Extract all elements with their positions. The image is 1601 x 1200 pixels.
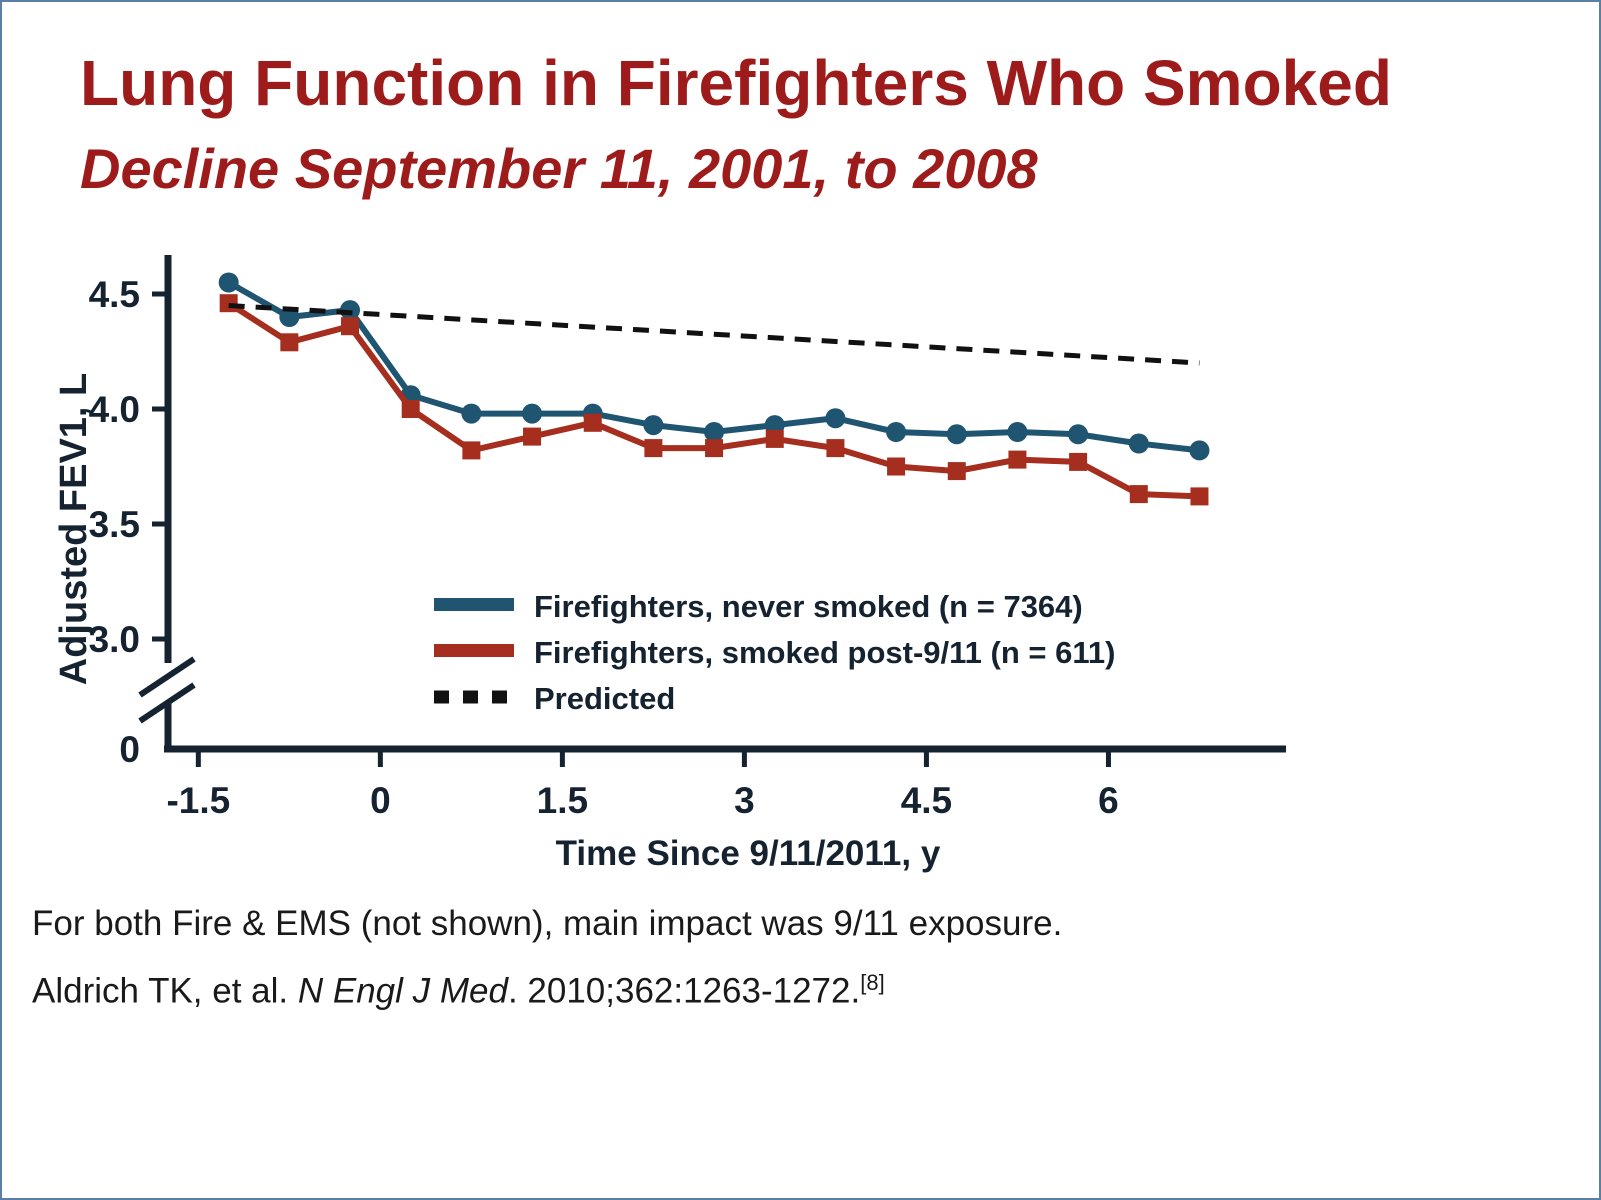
- svg-text:0: 0: [370, 780, 391, 821]
- svg-text:4.5: 4.5: [89, 274, 140, 315]
- svg-text:0: 0: [119, 729, 140, 770]
- citation-journal: N Engl J Med: [297, 971, 508, 1011]
- svg-text:Firefighters, smoked post-9/11: Firefighters, smoked post-9/11 (n = 611): [534, 635, 1115, 670]
- citation-prefix: Aldrich TK, et al.: [32, 971, 298, 1011]
- slide-subtitle: Decline September 11, 2001, to 2008: [80, 137, 1038, 201]
- slide-title: Lung Function in Firefighters Who Smoked: [80, 47, 1392, 119]
- citation: Aldrich TK, et al. N Engl J Med. 2010;36…: [32, 970, 1599, 1012]
- svg-text:3.0: 3.0: [89, 619, 140, 660]
- svg-text:1.5: 1.5: [537, 780, 588, 821]
- svg-text:-1.5: -1.5: [166, 780, 230, 821]
- svg-text:Predicted: Predicted: [534, 681, 675, 716]
- svg-text:3.5: 3.5: [89, 504, 140, 545]
- svg-text:Adjusted FEV1, L: Adjusted FEV1, L: [53, 373, 95, 685]
- footnote: For both Fire & EMS (not shown), main im…: [32, 904, 1063, 944]
- fev1-line-chart: 3.0 3.5 4.0 4.5 0 -1.5 0 1.5 3 4.5 6 Time Since 9/1…: [53, 255, 1286, 873]
- svg-text:3: 3: [734, 780, 755, 821]
- svg-text:6: 6: [1098, 780, 1119, 821]
- svg-text:Time Since 9/11/2011, y: Time Since 9/11/2011, y: [556, 834, 941, 873]
- svg-text:4.5: 4.5: [901, 780, 952, 821]
- citation-reference-marker: [8]: [860, 970, 885, 996]
- svg-text:4.0: 4.0: [89, 389, 140, 430]
- lung-function-chart: 3.0 3.5 4.0 4.5 0 -1.5 0 1.5 3 4.5 6 Time Since 9/1…: [48, 229, 1599, 894]
- citation-suffix: . 2010;362:1263-1272.: [507, 971, 861, 1011]
- svg-text:Firefighters, never smoked (n: Firefighters, never smoked (n = 7364): [534, 589, 1083, 624]
